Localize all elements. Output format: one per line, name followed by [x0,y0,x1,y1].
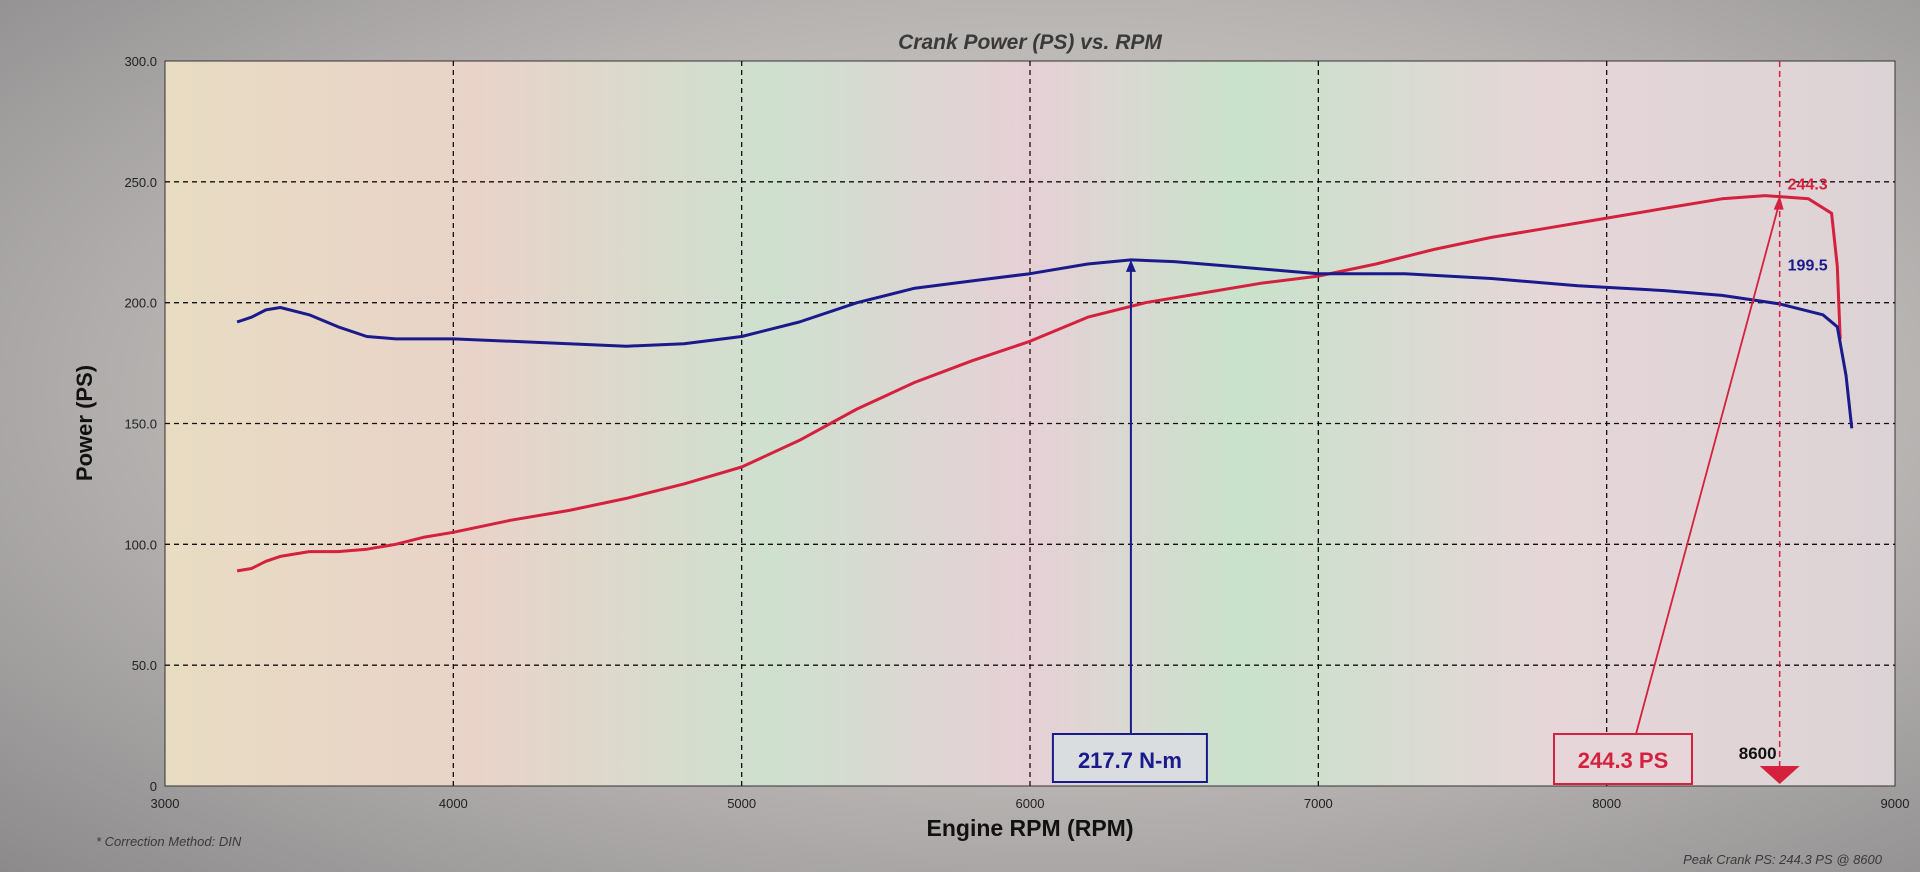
series-line-1 [236,194,1842,573]
y-tick-label: 300.0 [124,54,157,69]
y-tick-label: 0 [150,779,157,794]
footer-correction-method: * Correction Method: DIN [96,834,242,849]
y-tick-label: 200.0 [124,296,157,311]
y-axis-title: Power (PS) [72,365,97,481]
y-tick-label: 250.0 [124,175,157,190]
peak-rpm-marker [1759,766,1800,784]
y-tick-label: 100.0 [124,537,157,552]
x-tick-label: 8000 [1592,796,1621,811]
torque-marker-arrow [1125,259,1136,272]
axis-ticks: 3000 4000 5000 6000 7000 8000 9000 0 50.0 100.0 15… [124,54,1909,811]
x-axis-title: Engine RPM (RPM) [927,815,1134,841]
power-leader-arrow [1773,195,1784,210]
x-tick-label: 5000 [727,796,756,811]
x-tick-label: 3000 [151,796,180,811]
power-leader-line [1635,201,1781,735]
x-tick-label: 7000 [1304,796,1333,811]
annotations-layer: 244.3 199.5 217.7 N-m 8600 244.3 PS [1051,61,1828,785]
x-tick-label: 9000 [1881,796,1910,811]
series-1-end-label: 244.3 [1788,177,1828,194]
x-tick-label: 6000 [1016,796,1045,811]
torque-value-label: 217.7 N-m [1078,748,1182,773]
series-line-2 [236,258,1854,429]
grid-lines [165,61,1895,786]
series-layer [236,194,1854,573]
x-tick-label: 4000 [439,796,468,811]
y-tick-label: 50.0 [132,658,157,673]
chart-title: Crank Power (PS) vs. RPM [898,31,1162,54]
power-value-label: 244.3 PS [1578,748,1669,773]
peak-rpm-label: 8600 [1739,744,1777,763]
power-value-box [1553,733,1693,785]
torque-value-box [1051,733,1208,783]
series-2-end-label: 199.5 [1788,258,1828,275]
y-tick-label: 150.0 [124,417,157,432]
footer-peak-summary: Peak Crank PS: 244.3 PS @ 8600 [1683,852,1883,867]
